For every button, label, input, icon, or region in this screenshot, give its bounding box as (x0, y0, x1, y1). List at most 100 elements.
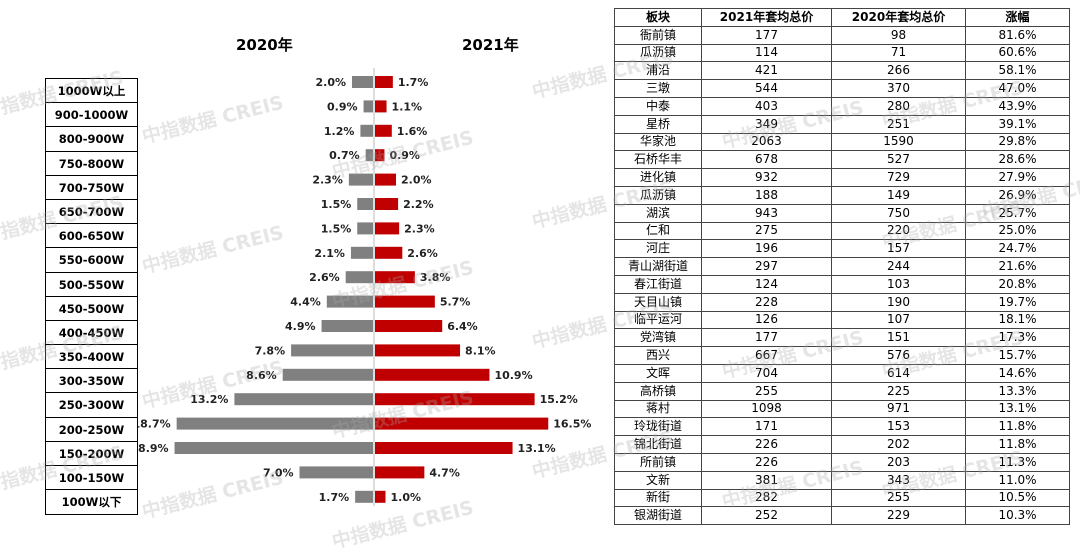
year-2021-label: 2021年 (462, 36, 519, 54)
bar-2020-label: 2.1% (314, 247, 345, 260)
table-cell: 25.0% (965, 221, 1070, 241)
table-row: 临平运河 126 107 18.1% (614, 310, 1070, 330)
table-cell: 126 (701, 310, 832, 330)
bar-2021-label: 2.2% (403, 198, 434, 211)
table-cell: 343 (831, 470, 966, 490)
bar-2021 (375, 490, 386, 503)
region-table-container: 板块 2021年套均总价 2020年套均总价 涨幅 衙前镇 177 98 81.6% 瓜沥镇 1… (614, 8, 1070, 526)
table-cell: 678 (701, 150, 832, 170)
bar-2021-label: 5.7% (440, 296, 471, 309)
bar-2021-label: 8.1% (465, 344, 496, 357)
table-row: 华家池 2063 1590 29.8% (614, 132, 1070, 152)
bar-2021-label: 3.8% (420, 271, 451, 284)
bar-2021 (375, 442, 513, 454)
table-cell: 西兴 (614, 346, 702, 365)
table-row: 西兴 667 576 15.7% (614, 346, 1070, 365)
bar-2020 (360, 124, 373, 137)
table-row: 瓜沥镇 188 149 26.9% (614, 185, 1070, 205)
bar-2020-label: 1.7% (319, 491, 350, 504)
table-cell: 349 (701, 114, 832, 134)
bar-2020 (345, 271, 373, 284)
table-cell: 11.8% (965, 417, 1070, 437)
bar-2020-label: 4.9% (285, 320, 316, 333)
bar-2020 (355, 490, 373, 503)
table-cell: 锦北街道 (614, 435, 702, 454)
bar-2021-label: 1.0% (391, 491, 422, 504)
bar-2021 (375, 100, 387, 113)
table-cell: 177 (701, 25, 832, 45)
table-cell: 225 (831, 381, 966, 401)
table-cell: 255 (701, 381, 832, 401)
table-cell: 971 (831, 399, 966, 419)
table-cell: 266 (831, 61, 966, 81)
table-cell: 71 (831, 43, 966, 63)
bar-2020 (234, 393, 373, 406)
table-cell: 29.8% (965, 132, 1070, 152)
table-cell: 153 (831, 417, 966, 437)
bar-2020 (348, 173, 373, 186)
table-cell: 149 (831, 185, 966, 205)
table-cell: 20.8% (965, 274, 1070, 294)
table-cell: 新街 (614, 488, 702, 508)
table-row: 青山湖街道 297 244 21.6% (614, 257, 1070, 276)
price-range-label: 200-250W (46, 418, 137, 442)
bar-2021 (375, 149, 385, 162)
bar-2020 (299, 466, 373, 479)
bar-2020-label: 2.6% (309, 271, 340, 284)
table-row: 春江街道 124 103 20.8% (614, 274, 1070, 294)
bar-2020-label: 18.9% (138, 442, 169, 455)
table-cell: 13.1% (965, 399, 1070, 419)
bar-2021-label: 4.7% (429, 466, 460, 479)
bar-2021 (375, 368, 490, 381)
table-cell: 瓜沥镇 (614, 43, 702, 63)
table-cell: 39.1% (965, 114, 1070, 134)
table-cell: 中泰 (614, 96, 702, 116)
table-header-row: 板块 2021年套均总价 2020年套均总价 涨幅 (614, 8, 1070, 27)
table-cell: 文晖 (614, 363, 702, 383)
table-cell: 24.7% (965, 239, 1070, 259)
bar-2020-label: 2.0% (315, 76, 346, 89)
table-cell: 17.3% (965, 328, 1070, 348)
table-cell: 21.6% (965, 257, 1070, 276)
price-range-label: 800-900W (46, 127, 137, 152)
table-cell: 星桥 (614, 114, 702, 134)
price-range-label: 400-450W (46, 321, 137, 346)
table-cell: 282 (701, 488, 832, 508)
table-cell: 527 (831, 150, 966, 170)
bar-2021 (375, 124, 392, 137)
table-cell: 43.9% (965, 96, 1070, 116)
table-row: 浦沿 421 266 58.1% (614, 61, 1070, 81)
table-cell: 临平运河 (614, 310, 702, 330)
bar-2021 (375, 76, 393, 88)
table-cell: 932 (701, 168, 832, 187)
table-cell: 11.8% (965, 435, 1070, 454)
bar-2020 (282, 368, 373, 381)
bar-2021 (375, 320, 443, 332)
table-cell: 151 (831, 328, 966, 348)
bar-2020-label: 13.2% (190, 393, 228, 406)
table-cell: 衙前镇 (614, 25, 702, 45)
table-cell: 157 (831, 239, 966, 259)
price-range-label: 100W以下 (61, 495, 122, 510)
bar-2021 (375, 198, 399, 210)
bar-2020-label: 18.7% (138, 418, 171, 431)
table-cell: 81.6% (965, 25, 1070, 45)
bar-2020-label: 0.9% (327, 100, 358, 113)
table-cell: 220 (831, 221, 966, 241)
price-range-label: 250-300W (46, 393, 137, 418)
table-cell: 381 (701, 470, 832, 490)
table-cell: 190 (831, 292, 966, 312)
bar-2020-label: 8.6% (246, 369, 277, 382)
table-cell: 614 (831, 363, 966, 383)
bar-2020-label: 2.3% (312, 174, 343, 187)
table-cell: 天目山镇 (614, 292, 702, 312)
table-cell: 421 (701, 61, 832, 81)
table-row: 蒋村 1098 971 13.1% (614, 399, 1070, 419)
table-cell: 华家池 (614, 132, 702, 152)
table-column-header: 2020年套均总价 (831, 8, 966, 27)
bar-2020 (363, 100, 373, 113)
price-range-label: 500-550W (46, 273, 137, 297)
price-range-label: 600-650W (46, 224, 137, 249)
table-row: 所前镇 226 203 11.3% (614, 452, 1070, 472)
table-row: 新街 282 255 10.5% (614, 488, 1070, 508)
